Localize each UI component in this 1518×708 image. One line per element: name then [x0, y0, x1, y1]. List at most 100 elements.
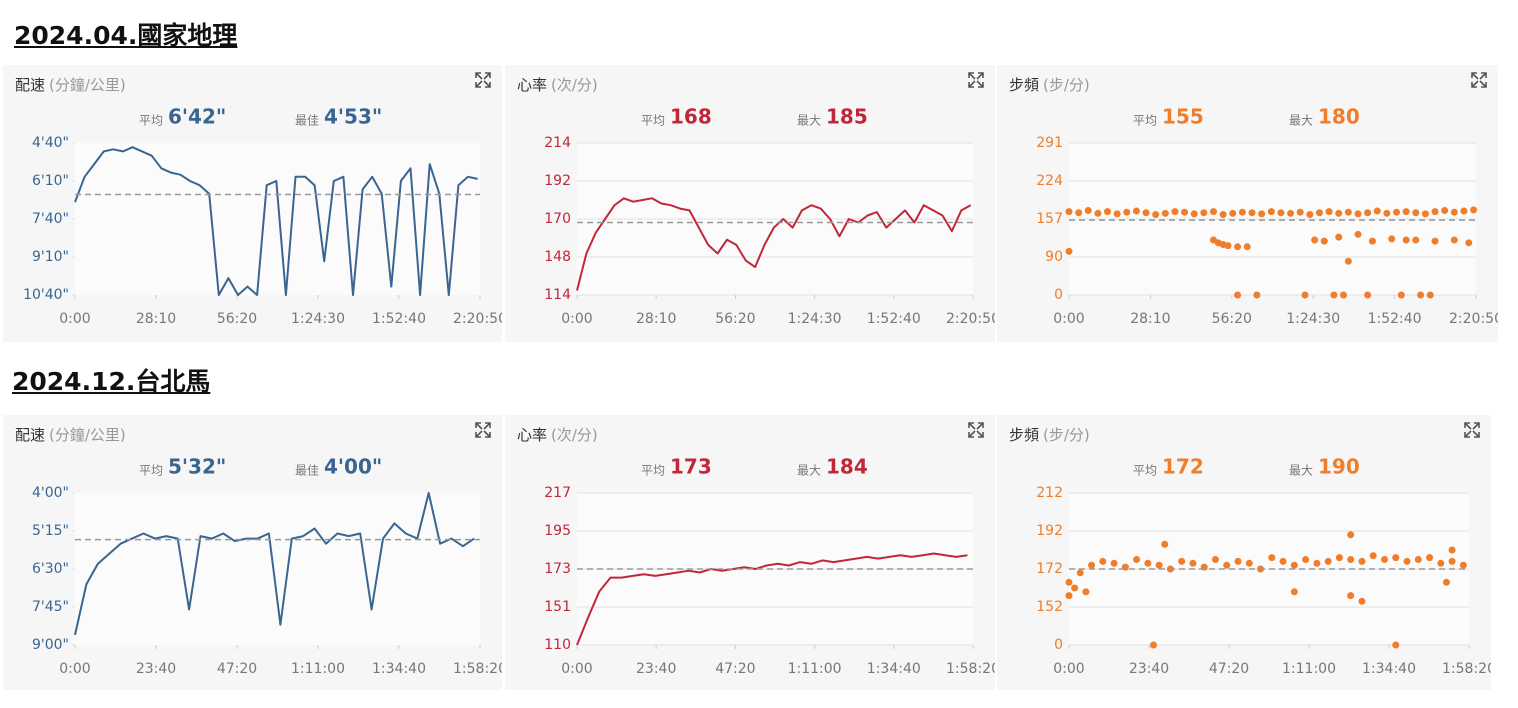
- chart: 步頻 (步/分) 平均 155 最大 180 0 90 157 224 291 0:00 28:10 56…: [1009, 72, 1503, 327]
- y-tick-label: 10'40": [23, 287, 69, 303]
- data-point: [1178, 557, 1186, 565]
- x-tick-label: 1:11:00: [291, 661, 345, 677]
- stat-label: 平均: [641, 114, 665, 128]
- x-tick-label: 1:34:40: [372, 661, 426, 677]
- data-point: [1076, 569, 1084, 577]
- data-point: [1311, 236, 1319, 244]
- data-point: [1223, 561, 1231, 569]
- stat-value: 173: [670, 455, 712, 479]
- icon-stroke: [483, 80, 491, 88]
- icon-stroke: [976, 80, 984, 88]
- y-tick-label: 0: [1054, 287, 1063, 303]
- expand-icon[interactable]: [1464, 422, 1480, 438]
- expand-icon[interactable]: [968, 422, 984, 438]
- x-tick-label: 1:11:00: [1282, 661, 1336, 677]
- y-tick-label: 170: [544, 211, 571, 227]
- data-point: [1403, 557, 1411, 565]
- data-point: [1144, 559, 1152, 567]
- stat-label: 最大: [797, 114, 821, 128]
- data-point: [1460, 207, 1468, 215]
- data-point: [1358, 597, 1366, 605]
- icon-stroke: [1471, 72, 1479, 80]
- unit-text: (分鐘/公里): [49, 76, 126, 94]
- data-point: [1302, 556, 1310, 563]
- data-point: [1296, 208, 1304, 216]
- data-point: [1065, 592, 1073, 600]
- data-point: [1313, 559, 1321, 567]
- icon-stroke: [483, 430, 491, 438]
- race-heading: 2024.12.台北馬: [12, 367, 211, 396]
- x-tick-label: 0:00: [59, 311, 90, 327]
- unit-text: (步/分): [1043, 426, 1090, 444]
- y-tick-label: 7'40": [32, 211, 69, 227]
- y-tick-label: 212: [1036, 485, 1063, 501]
- data-point: [1397, 291, 1405, 299]
- chart-title: 配速 (分鐘/公里): [15, 426, 126, 444]
- data-point: [1335, 554, 1343, 562]
- stat-label: 平均: [1133, 464, 1157, 478]
- data-point: [1267, 208, 1275, 216]
- data-point: [1306, 210, 1314, 218]
- icon-stroke: [483, 422, 491, 430]
- chart: 步頻 (步/分) 平均 172 最大 190 0 152 172 192 212 0:00 23:40 4…: [1009, 422, 1496, 677]
- data-point: [1088, 561, 1096, 569]
- stat-value: 4'53": [324, 105, 382, 129]
- stat-label: 最佳: [295, 464, 319, 478]
- x-tick-label: 1:34:40: [1362, 661, 1416, 677]
- expand-icon[interactable]: [475, 422, 491, 438]
- data-point: [1161, 209, 1169, 217]
- stat-value: 168: [670, 105, 712, 129]
- data-point: [1330, 291, 1338, 299]
- data-point: [1354, 210, 1362, 218]
- expand-icon[interactable]: [475, 72, 491, 88]
- y-tick-label: 148: [544, 249, 571, 265]
- expand-icon[interactable]: [968, 72, 984, 88]
- y-tick-label: 4'40": [32, 135, 69, 151]
- stat-value: 172: [1162, 455, 1204, 479]
- data-point: [1253, 291, 1261, 299]
- chart-title: 心率 (次/分): [517, 426, 598, 444]
- y-tick-label: 151: [544, 599, 571, 615]
- data-line: [576, 552, 968, 646]
- unit-text: (次/分): [551, 426, 598, 444]
- y-tick-label: 224: [1036, 173, 1063, 189]
- icon-stroke: [1464, 422, 1472, 430]
- data-point: [1084, 206, 1092, 214]
- data-point: [1324, 557, 1332, 565]
- x-tick-label: 23:40: [636, 661, 676, 677]
- data-point: [1200, 209, 1208, 217]
- chart-title: 心率 (次/分): [517, 76, 598, 94]
- data-point: [1448, 546, 1456, 554]
- data-point: [1414, 556, 1422, 563]
- chart-title: 步頻 (步/分): [1009, 76, 1090, 94]
- data-point: [1301, 291, 1309, 299]
- plot-area: [75, 143, 480, 295]
- chart-panel: 心率 (次/分) 平均 168 最大 185 114 148 170 192 214 0:00 28:1…: [505, 65, 1000, 342]
- x-tick-label: 56:20: [1212, 311, 1252, 327]
- icon-stroke: [475, 422, 483, 430]
- icon-stroke: [968, 422, 976, 430]
- stat-value: 5'32": [168, 455, 226, 479]
- y-tick-label: 157: [1036, 211, 1063, 227]
- stat-value: 4'00": [324, 455, 382, 479]
- data-point: [1132, 207, 1140, 215]
- y-tick-label: 6'10": [32, 173, 69, 189]
- icon-stroke: [1464, 430, 1472, 438]
- icon-stroke: [1471, 80, 1479, 88]
- data-point: [1426, 554, 1434, 562]
- y-tick-label: 9'10": [32, 249, 69, 265]
- data-point: [1344, 208, 1352, 216]
- title-text: 心率: [517, 76, 547, 94]
- data-point: [1065, 208, 1073, 216]
- chart: 心率 (次/分) 平均 168 最大 185 114 148 170 192 214 0:00 28:1…: [517, 72, 1000, 327]
- y-tick-label: 7'45": [32, 599, 69, 615]
- x-tick-label: 2:20:50: [946, 311, 995, 327]
- stat-label: 平均: [139, 114, 163, 128]
- expand-icon[interactable]: [1471, 72, 1487, 88]
- x-tick-label: 1:52:40: [1368, 311, 1422, 327]
- chart-panel: 心率 (次/分) 平均 173 最大 184 110 151 173 195 217 0:00 23:4…: [505, 415, 1000, 690]
- y-tick-label: 0: [1054, 637, 1063, 653]
- data-point: [1392, 554, 1400, 562]
- stat-label: 最大: [1289, 464, 1313, 478]
- title-text: 配速: [15, 76, 45, 94]
